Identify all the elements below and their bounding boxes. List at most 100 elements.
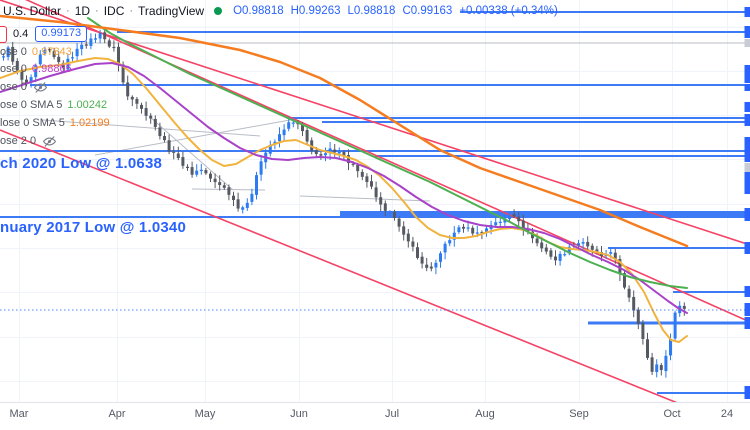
drawing-handle[interactable] (744, 114, 750, 126)
market-status-dot-icon[interactable] (214, 7, 223, 15)
indicator-title: ose 0 SMA 5 (0, 99, 63, 111)
candle (130, 96, 134, 100)
candle (517, 216, 521, 222)
candle (632, 296, 636, 311)
price-label-row[interactable]: 0.4 0.99173 (0, 25, 88, 43)
candle (567, 246, 571, 254)
gray-trendline[interactable] (94, 119, 291, 156)
candle (153, 118, 157, 127)
candle (682, 305, 686, 309)
drawing-handle[interactable] (744, 386, 750, 399)
alert-stub-icon[interactable] (0, 25, 7, 43)
candle (498, 221, 502, 223)
candle (443, 243, 447, 253)
indicator-row[interactable]: lose 0 SMA 5 1.02199 (0, 115, 110, 131)
price-label-box[interactable]: 0.99173 (35, 26, 88, 42)
drawing-handle[interactable] (744, 303, 750, 316)
indicator-row[interactable]: ose 0 (0, 79, 48, 95)
candle (462, 226, 465, 229)
candle (241, 207, 245, 210)
drawing-handle[interactable] (744, 102, 750, 112)
candle (475, 232, 479, 234)
indicator-row[interactable]: ose 0 0.98865 (0, 61, 72, 77)
drawing-label-2020-low[interactable]: ch 2020 Low @ 1.0638 (0, 155, 163, 172)
eye-slash-icon[interactable] (33, 80, 48, 95)
candle (388, 211, 392, 214)
candle (627, 288, 631, 298)
candle (172, 151, 176, 153)
drawing-handle[interactable] (744, 26, 750, 38)
candle (370, 181, 373, 187)
drawing-handle[interactable] (744, 65, 750, 83)
candle (305, 130, 309, 142)
longest-ma-orange[interactable] (0, 14, 689, 248)
drawing-handle[interactable] (744, 172, 750, 194)
open-value: O0.98818 (233, 5, 284, 17)
drawing-handle[interactable] (744, 137, 750, 162)
candle (416, 247, 419, 258)
symbol-name[interactable]: U.S. Dollar (3, 4, 62, 18)
candle (199, 169, 203, 172)
candle (71, 57, 74, 59)
candle (80, 44, 84, 49)
eye-slash-icon[interactable] (42, 134, 57, 149)
candle (301, 124, 304, 132)
candle (420, 256, 424, 264)
candle (167, 140, 171, 152)
candle (232, 195, 235, 200)
time-axis[interactable]: Mar Apr May Jun Jul Aug Sep Oct 24 (0, 402, 750, 430)
time-axis-label: Apr (108, 408, 126, 420)
indicator-row[interactable]: ose 0 SMA 5 1.00242 (0, 97, 107, 113)
high-value: H0.99263 (290, 5, 341, 17)
candle (43, 50, 47, 54)
candle (521, 220, 525, 230)
drawing-handle[interactable] (744, 163, 750, 172)
gray-trendline[interactable] (42, 119, 261, 137)
drawing-handle[interactable] (744, 208, 750, 221)
indicator-row[interactable]: ose 0 0.97843 (0, 44, 72, 60)
indicator-title: ose 0 (0, 63, 27, 75)
candle (554, 256, 557, 261)
time-axis-label: Mar (9, 408, 29, 420)
long-ma-green[interactable] (87, 17, 688, 289)
candle (15, 60, 19, 71)
candle (360, 171, 364, 177)
descending-trendline[interactable] (0, 129, 690, 408)
gray-trendline[interactable] (299, 195, 431, 202)
candle (558, 253, 562, 261)
drawing-handle[interactable] (744, 286, 750, 297)
candle (209, 173, 212, 179)
candle (94, 38, 97, 40)
drawing-handle[interactable] (744, 242, 750, 254)
time-axis-label: Aug (475, 408, 495, 420)
time-axis-label: 24 (720, 408, 734, 420)
gray-trendline[interactable] (149, 116, 234, 191)
candle (25, 79, 28, 84)
indicator-row[interactable]: ose 2 0 (0, 133, 57, 149)
candle (218, 182, 222, 186)
candle (577, 243, 580, 246)
candle (425, 264, 429, 268)
candle (590, 245, 594, 250)
separator: · (129, 5, 134, 17)
candle (75, 48, 79, 57)
indicator-title: ose 0 (0, 46, 27, 58)
candle (485, 228, 488, 233)
candle (117, 46, 120, 65)
indicator-title: ose 2 0 (0, 135, 37, 147)
mid-ma-magenta[interactable] (0, 62, 688, 314)
drawing-handle[interactable] (744, 39, 750, 47)
candle (512, 214, 516, 217)
interval-button[interactable]: 1D (74, 4, 91, 18)
candle (176, 153, 180, 159)
candle (112, 46, 116, 49)
separator: · (66, 5, 70, 17)
drawing-handle[interactable] (744, 84, 750, 91)
drawing-handle[interactable] (744, 7, 750, 17)
candle (623, 273, 626, 288)
drawing-handle[interactable] (744, 317, 750, 329)
drawing-label-2017-low[interactable]: nuary 2017 Low @ 1.0340 (0, 219, 186, 236)
ohlc-values: O0.98818 H0.99263 L0.98818 C0.99163 +0.0… (233, 5, 565, 17)
